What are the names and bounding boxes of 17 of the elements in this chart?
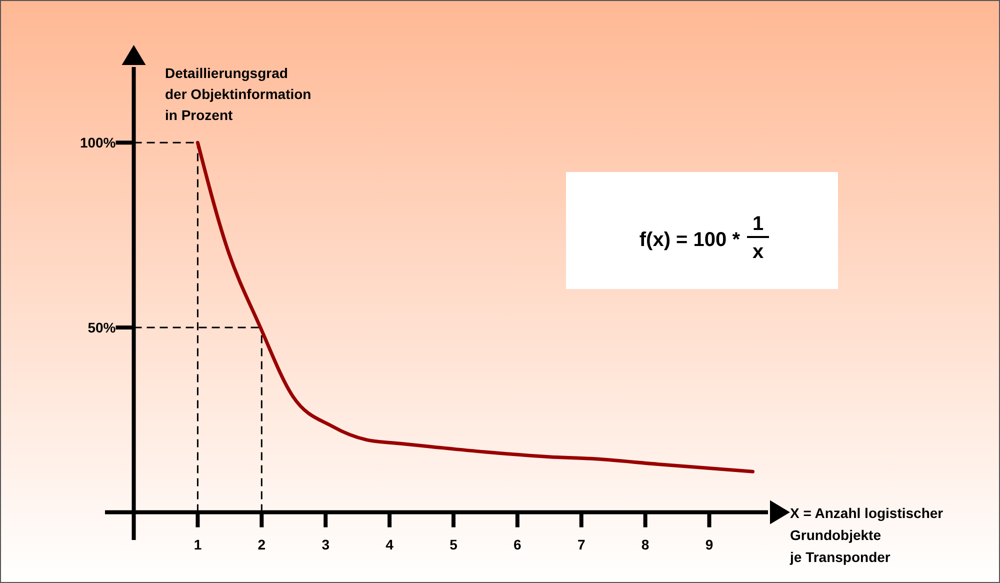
x-tick-label: 7: [577, 536, 586, 552]
x-axis-title: X = Anzahl logistischer Grundobjekte je Transponder: [789, 505, 944, 565]
annotation: x: [752, 241, 764, 263]
y-tick-label: 50%: [88, 319, 116, 336]
annotation: f(x) = 100 *: [639, 229, 740, 251]
line-series: [196, 140, 754, 474]
x-tick-label: 8: [641, 536, 650, 552]
x-tick-label: 6: [514, 536, 522, 552]
y-tick-label: 100%: [80, 134, 116, 151]
y-axis-title: Detaillierungsgrad der Objektinformation in Prozent: [165, 65, 312, 123]
x-tick-label: 1: [194, 536, 202, 552]
annotation: 1: [752, 213, 764, 235]
x-tick-label: 2: [258, 536, 266, 552]
x-tick-label: 4: [386, 536, 394, 552]
x-tick-label: 5: [450, 536, 458, 552]
x-tick-label: 3: [322, 536, 330, 552]
x-tick-label: 9: [705, 536, 714, 552]
